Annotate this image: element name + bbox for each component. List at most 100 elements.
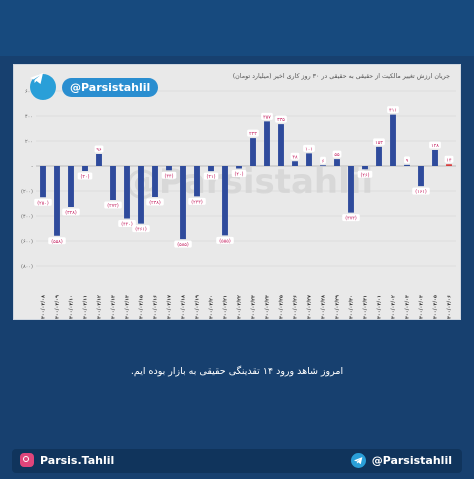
data-label-bg <box>373 138 385 146</box>
data-label: ۶ <box>322 159 325 164</box>
bar <box>236 166 242 169</box>
data-label: (۲۷۲) <box>107 203 119 209</box>
bar <box>68 166 74 207</box>
bar <box>124 166 130 219</box>
x-tick-label: ۱۴۰۰/۰۳/۲۹ <box>335 295 341 320</box>
data-label: (۳۴) <box>165 173 174 179</box>
data-label: (۲۰) <box>235 172 244 178</box>
data-label-bg <box>174 240 192 248</box>
x-tick-label: ۱۴۰۰/۰۳/۱۶ <box>153 295 159 320</box>
y-tick-label: (۸۰۰) <box>21 264 33 270</box>
data-label: ۳۵۷ <box>263 114 271 120</box>
data-label: ۱۴ <box>446 158 452 163</box>
data-label: ۱۵۳ <box>375 140 383 146</box>
data-label-bg <box>303 144 315 152</box>
x-tick-label: ۱۴۰۰/۰۴/۰۳ <box>405 295 411 320</box>
bar <box>110 166 116 200</box>
bar <box>96 154 102 166</box>
data-label: ۹ <box>406 159 409 164</box>
data-label-bg <box>404 156 410 164</box>
x-tick-label: ۱۴۰۰/۰۳/۳۰ <box>349 295 355 320</box>
data-label: (۵۵۵) <box>219 238 231 244</box>
instagram-link[interactable]: Parsis.Tahlil <box>20 453 114 467</box>
data-label: (۳۷۳) <box>345 216 357 222</box>
telegram-handle: @Parsistahlil <box>371 454 452 467</box>
data-label: ۴۱۱ <box>389 109 397 114</box>
bar <box>152 166 158 197</box>
data-label-bg <box>62 208 80 216</box>
y-tick-label: - <box>31 164 33 170</box>
data-label-bg <box>247 129 259 137</box>
data-label: (۱۶۱) <box>415 189 427 195</box>
bar <box>446 164 452 166</box>
data-label-bg <box>342 214 360 222</box>
x-tick-label: ۱۴۰۰/۰۳/۲۸ <box>321 295 327 320</box>
bar <box>404 164 410 166</box>
data-label: (۴۲۰) <box>121 222 133 228</box>
data-label-bg <box>412 187 430 195</box>
brand-badge[interactable]: @Parsistahlil <box>30 73 159 101</box>
data-label: ۹۶ <box>96 148 102 153</box>
bar <box>250 138 256 166</box>
x-tick-label: ۱۴۰۰/۰۳/۱۴ <box>125 295 131 320</box>
data-label: (۵۵۸) <box>51 239 63 245</box>
data-label-bg <box>357 170 373 178</box>
data-label-bg <box>231 170 247 177</box>
x-tick-label: ۱۴۰۰/۰۴/۰۲ <box>391 295 397 320</box>
data-label-bg <box>320 156 326 164</box>
bar-chart: @Parsistahlil ۶۰۰ ۴۰۰ ۲۰۰ - (۲۰۰) (۴۰۰) (۶۰۰) (۸… <box>21 89 456 320</box>
data-label: (۲۴۸) <box>149 200 161 206</box>
x-tick-label: ۱۴۰۰/۰۳/۱۹ <box>195 295 201 320</box>
x-tick-label: ۱۴۰۰/۰۳/۲۴ <box>265 295 271 320</box>
data-label: (۲۵۰) <box>37 200 49 206</box>
data-label: ۱۰۱ <box>305 147 313 152</box>
data-label-bg <box>444 155 454 163</box>
bar <box>320 165 326 167</box>
bar <box>180 166 186 240</box>
bar <box>348 166 354 213</box>
bar <box>222 166 228 236</box>
data-label-bg <box>275 115 287 123</box>
data-label: (۳۲۸) <box>65 210 77 216</box>
x-tick-label: ۱۴۰۰/۰۳/۱۸ <box>181 295 187 320</box>
bar <box>334 159 340 166</box>
data-label-bg <box>34 198 52 206</box>
data-label: (۴۱) <box>207 174 216 180</box>
bar <box>54 166 60 236</box>
x-tick-label: ۱۴۰۰/۰۳/۲۲ <box>237 295 243 320</box>
y-tick-label: (۴۰۰) <box>21 214 33 220</box>
x-tick-label: ۱۴۰۰/۰۳/۱۷ <box>167 295 173 320</box>
data-label-bg <box>118 220 136 227</box>
data-label-bg <box>261 112 273 120</box>
x-tick-label: ۱۴۰۰/۰۳/۱۵ <box>139 295 145 320</box>
x-tick-label: ۱۴۰۰/۰۳/۱۰ <box>69 295 75 320</box>
data-label: (۴۶۱) <box>135 227 147 233</box>
data-label: ۳۳۵ <box>277 117 285 123</box>
telegram-link[interactable]: @Parsistahlil <box>350 453 452 468</box>
x-tick-label: ۱۴۰۰/۰۳/۳۱ <box>363 295 369 320</box>
bar <box>278 124 284 166</box>
data-label: (۵۸۵) <box>177 242 189 248</box>
y-tick-label: ۶۰۰ <box>25 89 33 95</box>
x-tick-label: ۱۴۰۰/۰۳/۱۱ <box>83 295 89 320</box>
data-label-bg <box>387 106 399 114</box>
bar <box>376 146 382 166</box>
data-label-bg <box>290 152 300 160</box>
x-tick-label: ۱۴۰۰/۰۴/۰۴ <box>419 295 425 320</box>
instagram-handle: Parsis.Tahlil <box>40 453 115 467</box>
data-label-bg <box>132 225 150 233</box>
data-label-bg <box>332 150 342 158</box>
bar <box>208 166 214 172</box>
bar <box>166 166 172 171</box>
bar <box>194 166 200 197</box>
data-label-bg <box>216 236 234 244</box>
bar <box>432 150 438 166</box>
data-label-bg <box>94 145 104 153</box>
data-label-bg <box>161 171 177 179</box>
data-label: (۴۰) <box>81 174 90 180</box>
bar <box>40 166 46 198</box>
y-tick-label: (۶۰۰) <box>21 239 33 245</box>
data-label-bg <box>188 197 206 205</box>
telegram-icon <box>30 73 56 100</box>
bar <box>292 161 298 166</box>
